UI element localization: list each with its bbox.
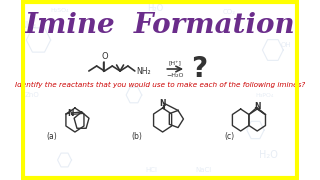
Text: N: N bbox=[254, 102, 260, 111]
Text: Identify the reactants that you would use to make each of the following imines?: Identify the reactants that you would us… bbox=[15, 82, 305, 88]
Text: H₂O: H₂O bbox=[259, 150, 278, 160]
Text: ZnO: ZnO bbox=[24, 92, 39, 98]
Text: OH: OH bbox=[281, 42, 291, 48]
Text: ?: ? bbox=[191, 55, 207, 83]
Text: NH₂: NH₂ bbox=[137, 66, 151, 75]
Text: −H₂O: −H₂O bbox=[166, 73, 184, 78]
Text: NaCl: NaCl bbox=[195, 167, 212, 173]
Text: (a): (a) bbox=[46, 132, 57, 141]
Text: N: N bbox=[67, 109, 74, 118]
Text: (b): (b) bbox=[131, 132, 142, 141]
Text: (c): (c) bbox=[224, 132, 235, 141]
Text: NH₃: NH₃ bbox=[20, 21, 36, 30]
Text: H₂SO₄: H₂SO₄ bbox=[51, 8, 69, 12]
Text: CO₂: CO₂ bbox=[223, 9, 236, 15]
Text: [H⁺]: [H⁺] bbox=[169, 60, 182, 65]
Text: HCl: HCl bbox=[145, 167, 157, 173]
Text: H₂O: H₂O bbox=[148, 3, 164, 12]
Text: H₃PO₄: H₃PO₄ bbox=[255, 93, 273, 98]
Text: N: N bbox=[159, 98, 166, 107]
Text: Imine  Formation: Imine Formation bbox=[25, 12, 295, 39]
Text: O: O bbox=[101, 52, 108, 61]
